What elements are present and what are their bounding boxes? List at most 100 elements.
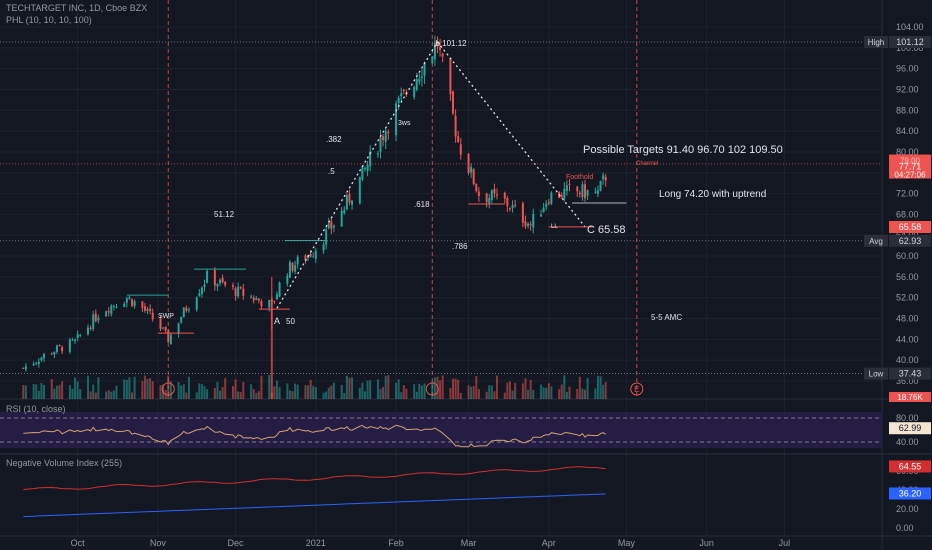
volume-bar <box>402 385 405 399</box>
candle-body <box>112 305 115 307</box>
candle-body <box>584 184 587 199</box>
volume-bar <box>167 375 170 399</box>
volume-bar <box>180 385 183 399</box>
volume-bar <box>278 387 281 399</box>
volume-bar <box>312 385 315 399</box>
candle-body <box>35 362 38 364</box>
volume-bar <box>459 392 462 399</box>
volume-bar <box>400 392 403 399</box>
candle-body <box>131 299 134 306</box>
candles <box>22 35 607 372</box>
volume-bar <box>133 376 136 399</box>
volume-bar <box>524 378 527 399</box>
volume-bar <box>322 392 325 399</box>
badge-label: Avg <box>869 237 883 246</box>
nvi-tick: 20.00 <box>896 504 919 514</box>
candle-body <box>74 339 77 341</box>
volume-bar <box>436 376 439 399</box>
annotation-labels: b 101.12 .382 .5 .618 .786 3ws 51.12 A 50 SWP C 65… <box>158 39 783 396</box>
volume-bar <box>431 381 434 399</box>
volume-bar <box>340 384 343 399</box>
time-tick: Nov <box>150 538 167 548</box>
volume-bar <box>586 378 589 399</box>
candle-body <box>133 301 136 307</box>
wave-c-label: C 65.58 <box>587 224 626 236</box>
badge-value: 37.43 <box>899 369 922 379</box>
volume-bar <box>325 391 328 399</box>
volume-bar <box>532 389 535 399</box>
fib-618-label: .618 <box>414 200 430 209</box>
candle-body <box>565 185 568 192</box>
candle-body <box>527 223 530 226</box>
volume-bar <box>366 380 369 399</box>
volume-bar <box>542 387 545 399</box>
candle-body <box>231 285 234 287</box>
candle-body <box>97 317 100 321</box>
candle-body <box>467 153 470 173</box>
candle-body <box>278 282 281 297</box>
candle-body <box>441 53 444 57</box>
volume-bar <box>239 392 242 399</box>
candle-body <box>345 195 348 209</box>
volume-bar <box>558 389 561 399</box>
candle-body <box>594 191 597 193</box>
price-tick: 60.00 <box>896 251 919 261</box>
volume-bar <box>477 389 480 399</box>
candle-body <box>288 261 291 278</box>
price-tick: 52.00 <box>896 293 919 303</box>
candle-body <box>376 153 379 155</box>
volume-bar <box>503 392 506 399</box>
volume-bar <box>92 384 95 399</box>
candle-body <box>586 190 589 196</box>
candle-body <box>361 166 364 180</box>
fib-5-label: .5 <box>328 167 335 176</box>
earnings-marker <box>630 382 644 396</box>
volume-bar <box>97 377 100 399</box>
volume-bar <box>87 375 90 399</box>
nvi-value-bg <box>889 460 931 473</box>
candle-body <box>180 317 183 323</box>
price-tick: 56.00 <box>896 272 919 282</box>
volume-bar <box>71 388 74 399</box>
volume-bar <box>584 389 587 399</box>
nvi-tick: 0.00 <box>896 523 914 533</box>
volume-bar <box>387 375 390 399</box>
candle-body <box>159 318 162 329</box>
candle-body <box>524 221 527 227</box>
nvi-ma-value: 36.20 <box>899 488 922 498</box>
countdown-value: 04:27:06 <box>894 171 926 180</box>
volume-bar <box>257 391 260 399</box>
volume-bar <box>506 382 509 399</box>
volume-bar <box>68 385 71 399</box>
candle-body <box>550 192 553 204</box>
volume-bar <box>32 384 35 399</box>
volume-spike <box>270 300 273 399</box>
nvi-pane <box>23 466 606 518</box>
candle-body <box>563 188 566 199</box>
candle-body <box>294 265 297 272</box>
volume-bar <box>55 385 58 399</box>
candle-body <box>322 244 325 251</box>
candle-body <box>420 76 423 79</box>
candle-body <box>234 288 237 297</box>
volume-bar <box>128 377 131 399</box>
rsi-title: RSI (10, close) <box>6 404 66 414</box>
candle-body <box>268 300 271 308</box>
volume-bar <box>105 391 108 399</box>
volume-bars <box>22 300 607 399</box>
volume-bar <box>200 384 203 399</box>
candle-body <box>151 312 154 320</box>
volume-bar <box>420 385 423 399</box>
volume-bar <box>151 381 154 399</box>
volume-bar <box>112 390 115 399</box>
volume-bar <box>395 382 398 399</box>
volume-bar <box>89 391 92 399</box>
candle-body <box>532 213 535 228</box>
volume-bar <box>224 378 227 399</box>
c-level-value: 65.58 <box>899 222 922 232</box>
volume-bar <box>123 379 126 399</box>
volume-bar <box>405 388 408 399</box>
drawings <box>0 41 882 375</box>
candle-body <box>433 43 436 60</box>
